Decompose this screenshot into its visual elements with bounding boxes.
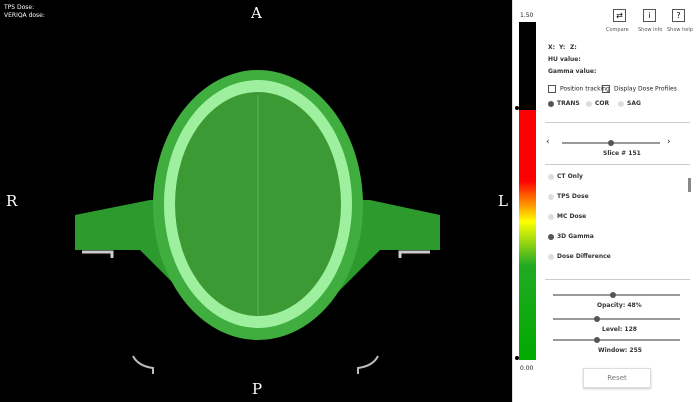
divider bbox=[545, 279, 690, 280]
table-left bbox=[132, 355, 154, 374]
x-label: X: bbox=[548, 44, 556, 51]
veriqa-dose-label: VERIQA dose: bbox=[4, 12, 45, 19]
tps-dose-label: TPS Dose: bbox=[4, 4, 35, 11]
layer-option[interactable]: CT Only bbox=[548, 173, 583, 180]
colorbar bbox=[519, 22, 536, 360]
gamma-label: Gamma value: bbox=[548, 68, 597, 75]
layer-option[interactable]: TPS Dose bbox=[548, 193, 589, 200]
help-button[interactable]: ? bbox=[672, 9, 685, 22]
layer-label: CT Only bbox=[557, 173, 583, 180]
slider-knob[interactable] bbox=[608, 140, 614, 146]
layer-list: CT Only TPS Dose MC Dose 3D Gamma Dose Diffe… bbox=[545, 168, 695, 275]
side-panel bbox=[512, 0, 700, 402]
view-radio[interactable]: SAG bbox=[618, 100, 641, 107]
info-label: Show info bbox=[638, 27, 663, 33]
reset-button[interactable]: Reset bbox=[583, 368, 651, 388]
colorbar-min: 0.00 bbox=[520, 365, 534, 372]
layer-option[interactable]: 3D Gamma bbox=[548, 233, 594, 240]
colorbar-marker bbox=[515, 106, 519, 110]
checkbox[interactable]: Display Dose Profiles bbox=[602, 85, 677, 93]
view-radio[interactable]: TRANS bbox=[548, 100, 580, 107]
level-label: Level: 128 bbox=[602, 326, 637, 333]
compare-button[interactable]: ⇄ bbox=[613, 9, 626, 22]
divider bbox=[545, 164, 690, 165]
orientation-bottom: P bbox=[252, 380, 263, 398]
slice-label: Slice # 151 bbox=[603, 150, 641, 157]
slider-knob[interactable] bbox=[594, 316, 600, 322]
next-slice[interactable]: › bbox=[667, 137, 671, 147]
view-label: COR bbox=[595, 100, 610, 107]
radio bbox=[548, 253, 554, 260]
window-slider[interactable] bbox=[553, 339, 680, 341]
viewer bbox=[0, 0, 512, 402]
colorbar-marker bbox=[515, 356, 519, 360]
pad-left bbox=[82, 250, 114, 258]
opacity-label: Opacity: 48% bbox=[597, 302, 642, 309]
divider bbox=[545, 122, 690, 123]
compare-label: Compare bbox=[606, 27, 629, 33]
radio bbox=[548, 173, 554, 180]
help-label: Show help bbox=[667, 27, 693, 33]
hu-label: HU value: bbox=[548, 56, 581, 63]
radio bbox=[548, 213, 554, 220]
z-label: Z: bbox=[570, 44, 577, 51]
colorbar-max: 1.50 bbox=[520, 12, 534, 19]
checkbox-label: Display Dose Profiles bbox=[614, 85, 677, 93]
slider-knob[interactable] bbox=[594, 337, 600, 343]
layer-label: TPS Dose bbox=[557, 193, 589, 200]
checkbox[interactable]: Position tracking bbox=[548, 85, 610, 93]
window-label: Window: 255 bbox=[598, 347, 642, 354]
layer-option[interactable]: MC Dose bbox=[548, 213, 586, 220]
radio bbox=[548, 233, 554, 240]
orientation-left: R bbox=[6, 192, 18, 210]
slider-knob[interactable] bbox=[610, 292, 616, 298]
radio bbox=[548, 193, 554, 200]
level-slider[interactable] bbox=[553, 318, 680, 320]
table-right bbox=[357, 355, 379, 374]
y-label: Y: bbox=[559, 44, 566, 51]
view-radio[interactable]: COR bbox=[586, 100, 609, 107]
info-button[interactable]: i bbox=[643, 9, 656, 22]
view-label: SAG bbox=[627, 100, 641, 107]
orientation-right: L bbox=[498, 192, 508, 210]
layer-label: Dose Difference bbox=[557, 253, 611, 260]
view-label: TRANS bbox=[557, 100, 580, 107]
layer-label: 3D Gamma bbox=[557, 233, 594, 240]
orientation-top: A bbox=[251, 4, 262, 22]
prev-slice[interactable]: ‹ bbox=[546, 137, 550, 147]
layer-option[interactable]: Dose Difference bbox=[548, 253, 611, 260]
layer-label: MC Dose bbox=[557, 213, 587, 220]
pad-right bbox=[398, 250, 430, 258]
scrollbar[interactable] bbox=[688, 178, 691, 192]
opacity-slider[interactable] bbox=[553, 294, 680, 296]
checkbox-label: Position tracking bbox=[560, 85, 610, 93]
